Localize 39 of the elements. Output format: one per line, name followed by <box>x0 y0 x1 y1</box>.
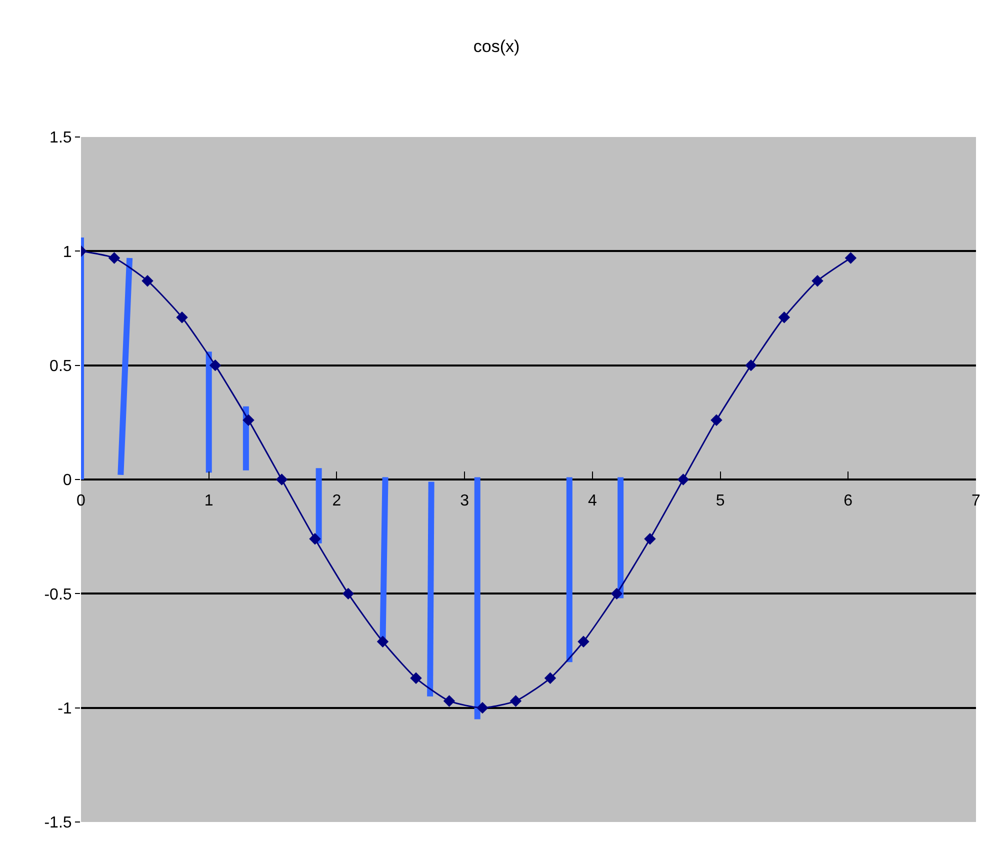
y-tick-label: -0.5 <box>44 586 72 604</box>
point <box>844 252 857 264</box>
y-tick-label: 1.5 <box>50 130 72 147</box>
point <box>176 312 188 324</box>
point <box>276 474 288 486</box>
point <box>610 588 623 600</box>
point <box>242 414 254 426</box>
point <box>476 702 488 714</box>
x-tick-label: 2 <box>332 492 342 510</box>
x-tick-label: 1 <box>204 492 214 510</box>
y-tick-label: -1.5 <box>44 814 72 832</box>
point <box>342 588 354 600</box>
x-tick-label: 0 <box>76 492 86 510</box>
point <box>544 672 556 684</box>
y-tick-label: -1 <box>58 700 72 718</box>
x-tick-label: 4 <box>588 492 597 510</box>
point <box>108 252 120 264</box>
point <box>812 275 824 287</box>
x-tick-label: 7 <box>972 492 981 510</box>
point <box>510 695 522 707</box>
point <box>209 359 222 372</box>
point <box>142 275 154 287</box>
x-tick-label: 6 <box>844 492 853 510</box>
point <box>376 636 389 648</box>
y-tick-label: 0.5 <box>50 358 72 375</box>
x-tick-label: 5 <box>716 492 725 510</box>
y-tick-label: 1 <box>62 244 72 261</box>
point <box>778 312 790 324</box>
point <box>410 672 422 684</box>
point <box>443 695 456 707</box>
point <box>578 636 590 648</box>
point <box>309 533 321 545</box>
chart-title: cos(x) <box>473 36 520 56</box>
point <box>745 359 757 372</box>
point <box>677 474 690 486</box>
x-tick-label: 3 <box>460 492 470 510</box>
y-tick-label: 0 <box>62 472 72 490</box>
point <box>644 533 656 545</box>
point <box>710 414 722 426</box>
